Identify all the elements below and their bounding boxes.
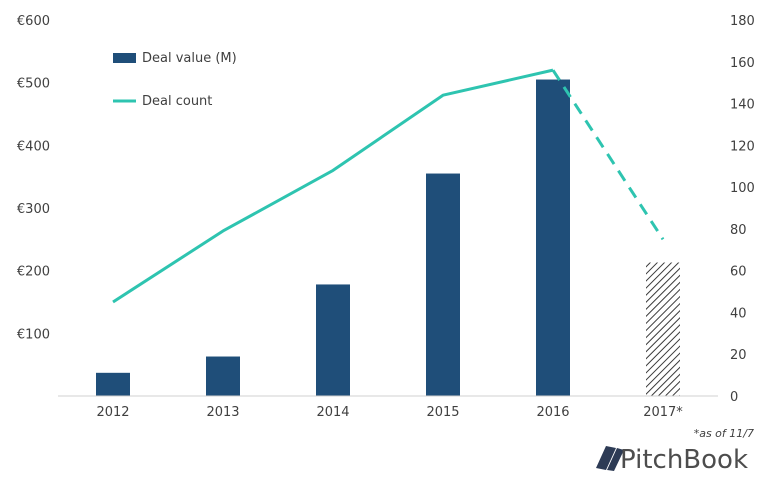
right-tick-label: 0 — [730, 390, 738, 405]
brand-name: PitchBook — [620, 445, 748, 475]
right-tick-label: 160 — [730, 56, 755, 71]
right-tick-label: 140 — [730, 98, 755, 113]
right-tick-label: 60 — [730, 265, 747, 280]
left-tick-label: €500 — [17, 77, 50, 92]
x-tick-label: 2015 — [426, 405, 459, 420]
deal-count-line — [112, 68, 665, 304]
bar — [206, 356, 240, 396]
right-axis-ticks: 0 20 40 60 80 100 120 140 160 180 — [730, 14, 755, 405]
x-axis-ticks: 2012 2013 2014 2015 2016 2017* — [96, 405, 683, 420]
legend: Deal value (M) Deal count — [113, 51, 237, 109]
left-tick-label: €400 — [17, 139, 50, 154]
left-tick-label: €300 — [17, 202, 50, 217]
right-tick-label: 120 — [730, 139, 755, 154]
x-tick-label: 2014 — [316, 405, 349, 420]
right-tick-label: 100 — [730, 181, 755, 196]
bar — [96, 372, 130, 396]
legend-label-deal-count: Deal count — [142, 94, 212, 109]
right-tick-label: 180 — [730, 14, 755, 29]
left-tick-label: €200 — [17, 265, 50, 280]
deal-count-line-solid — [112, 68, 554, 304]
right-tick-label: 80 — [730, 223, 747, 238]
x-tick-label: 2016 — [536, 405, 569, 420]
left-tick-label: €100 — [17, 327, 50, 342]
left-axis-ticks: €100 €200 €300 €400 €500 €600 — [17, 14, 50, 342]
right-tick-label: 40 — [730, 306, 747, 321]
x-tick-label: 2012 — [96, 405, 129, 420]
x-tick-label: 2013 — [206, 405, 239, 420]
bar — [536, 79, 570, 397]
right-tick-label: 20 — [730, 348, 747, 363]
deal-value-bars — [96, 79, 680, 397]
legend-swatch-deal-value — [113, 53, 136, 63]
bar — [316, 284, 350, 396]
book-icon — [596, 446, 624, 471]
legend-label-deal-value: Deal value (M) — [142, 51, 237, 66]
footnote: *as of 11/7 — [694, 427, 754, 440]
x-tick-label: 2017* — [643, 405, 683, 420]
deal-count-line-dashed — [551, 69, 665, 241]
left-tick-label: €600 — [17, 14, 50, 29]
pitchbook-logo: PitchBook — [596, 445, 748, 475]
bar — [426, 173, 460, 396]
bar-projected — [646, 262, 680, 396]
